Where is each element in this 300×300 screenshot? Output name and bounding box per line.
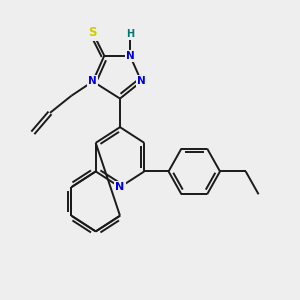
Text: N: N xyxy=(137,76,146,86)
Text: N: N xyxy=(116,182,124,192)
Text: N: N xyxy=(126,51,134,61)
Text: S: S xyxy=(88,26,97,39)
Text: N: N xyxy=(88,76,97,86)
Text: H: H xyxy=(126,29,134,39)
